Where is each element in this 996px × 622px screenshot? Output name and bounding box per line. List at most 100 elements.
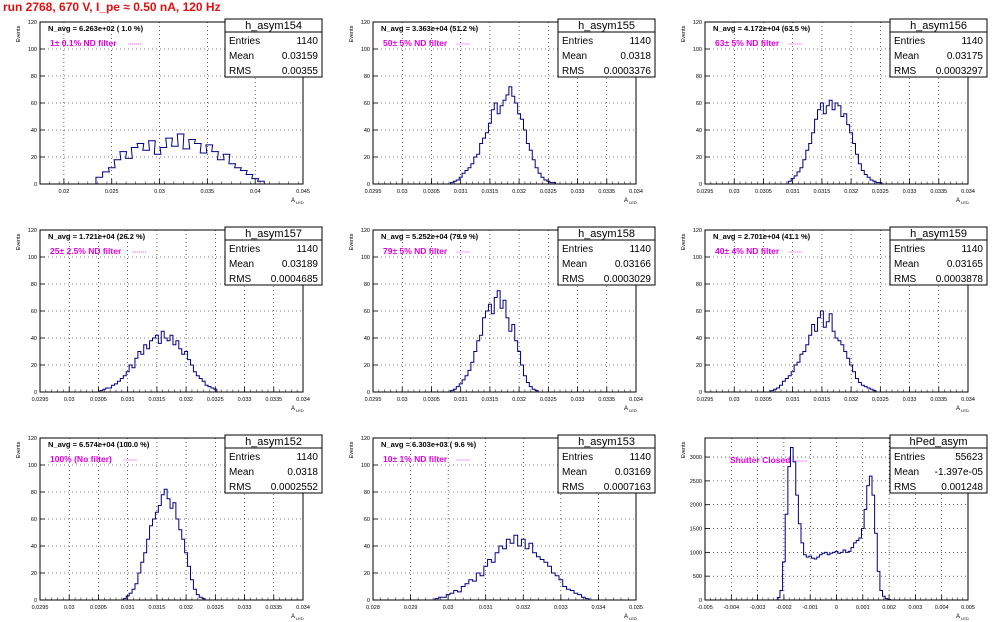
x-tick-label: 0.025 xyxy=(105,189,119,195)
x-tick-label: 0.0305 xyxy=(755,397,772,403)
x-tick-label: 0.031 xyxy=(786,397,800,403)
stat-value-entries: 1140 xyxy=(296,244,318,255)
x-tick-label: 0.033 xyxy=(554,605,568,611)
y-tick-label: 100 xyxy=(28,255,37,261)
x-tick-label: 0.032 xyxy=(512,397,526,403)
stat-value-mean: 0.03175 xyxy=(947,51,984,62)
navg-label: N_avg = 6.263e+02 ( 1.0 %) xyxy=(48,24,144,33)
x-tick-label: 0.001 xyxy=(856,605,870,611)
stat-label-entries: Entries xyxy=(229,452,260,463)
y-tick-label: 0 xyxy=(367,182,370,188)
y-tick-label: 20 xyxy=(31,571,37,577)
stat-label-mean: Mean xyxy=(894,467,919,478)
x-tick-label: 0.0315 xyxy=(813,397,830,403)
y-tick-label: 120 xyxy=(28,436,37,442)
x-tick-label: 0.0315 xyxy=(481,397,498,403)
y-tick-label: 500 xyxy=(693,574,702,580)
histogram-name: h_asym155 xyxy=(578,20,635,32)
stat-label-mean: Mean xyxy=(562,51,587,62)
y-axis-title: Events xyxy=(349,233,355,250)
stat-value-entries: 1140 xyxy=(961,36,983,47)
x-tick-label: 0.033 xyxy=(903,397,917,403)
stats-box: h_asym156 Entries 1140 Mean 0.03175 RMS 0.0003… xyxy=(889,18,988,78)
x-tick-label: -0.003 xyxy=(750,605,766,611)
stat-label-entries: Entries xyxy=(894,244,925,255)
x-tick-label: 0.033 xyxy=(903,189,917,195)
x-tick-label: 0.028 xyxy=(366,605,380,611)
y-tick-label: 80 xyxy=(31,74,37,80)
y-tick-label: 2000 xyxy=(690,503,702,509)
y-tick-label: 20 xyxy=(31,363,37,369)
navg-label: N_avg = 6.574e+04 (100.0 %) xyxy=(48,440,150,449)
navg-label: N_avg = 2.701e+04 (41.1 %) xyxy=(713,232,811,241)
x-tick-label: 0.004 xyxy=(935,605,949,611)
x-tick-label: 0.034 xyxy=(629,397,643,403)
stats-box: h_asym154 Entries 1140 Mean 0.03159 RMS 0.0035… xyxy=(224,18,323,78)
y-tick-label: 80 xyxy=(696,74,702,80)
stat-label-entries: Entries xyxy=(562,36,593,47)
stats-frame xyxy=(557,434,656,494)
histogram-name: h_asym152 xyxy=(245,436,302,448)
x-tick-label: 0.002 xyxy=(882,605,896,611)
y-tick-label: 0 xyxy=(699,182,702,188)
y-tick-label: 20 xyxy=(364,363,370,369)
x-tick-label: 0.03 xyxy=(397,189,408,195)
stat-label-rms: RMS xyxy=(229,66,252,77)
stats-box: h_asym159 Entries 1140 Mean 0.03165 RMS 0.0003… xyxy=(889,226,988,286)
stat-value-mean: 0.03166 xyxy=(615,259,652,270)
y-tick-label: 40 xyxy=(31,336,37,342)
stat-value-rms: 0.0003297 xyxy=(936,66,984,77)
y-tick-label: 80 xyxy=(364,282,370,288)
stat-label-rms: RMS xyxy=(562,482,585,493)
filter-note: 79± 5% ND filter xyxy=(383,246,448,256)
x-tick-label: 0.031 xyxy=(454,397,468,403)
panel-h_asym153: 0.028 0.029 0.03 0.031 0.032 0.033 0.034 0.035 0… xyxy=(349,434,656,621)
x-tick-label: 0.034 xyxy=(592,605,606,611)
x-tick-label: -0.004 xyxy=(723,605,739,611)
y-tick-label: 0 xyxy=(367,598,370,604)
stat-label-mean: Mean xyxy=(229,467,254,478)
histogram-name: h_asym156 xyxy=(910,20,967,32)
y-axis-title: Events xyxy=(16,25,22,42)
x-tick-label: -0.005 xyxy=(697,605,713,611)
stat-label-rms: RMS xyxy=(229,482,252,493)
page-title: run 2768, 670 V, I_pe ≈ 0.50 nA, 120 Hz xyxy=(3,0,221,14)
y-tick-label: 40 xyxy=(31,128,37,134)
stats-frame xyxy=(224,434,323,494)
histogram-series xyxy=(122,488,206,600)
stat-value-mean: 0.03189 xyxy=(282,259,319,270)
stat-value-mean: 0.03159 xyxy=(282,51,319,62)
x-tick-label: 0.034 xyxy=(629,189,643,195)
y-tick-label: 40 xyxy=(364,128,370,134)
y-tick-label: 100 xyxy=(28,463,37,469)
x-axis-title: ALED xyxy=(624,614,637,621)
y-tick-label: 120 xyxy=(28,228,37,234)
y-tick-label: 60 xyxy=(364,517,370,523)
x-tick-label: 0.034 xyxy=(296,605,310,611)
x-tick-label: 0.0295 xyxy=(697,397,714,403)
y-tick-label: 0 xyxy=(367,390,370,396)
stat-value-mean: -1.397e-05 xyxy=(935,467,984,478)
x-tick-label: 0.034 xyxy=(961,189,975,195)
y-tick-label: 40 xyxy=(696,128,702,134)
x-tick-label: 0.031 xyxy=(479,605,493,611)
x-tick-label: 0.0305 xyxy=(423,189,440,195)
x-tick-label: 0.03 xyxy=(154,189,165,195)
x-tick-label: 0.0335 xyxy=(598,397,615,403)
x-tick-label: 0.0295 xyxy=(697,189,714,195)
stat-label-rms: RMS xyxy=(894,482,917,493)
x-tick-label: 0.035 xyxy=(200,189,214,195)
x-axis-title: ALED xyxy=(956,198,969,205)
stat-label-rms: RMS xyxy=(229,274,252,285)
x-tick-label: 0.034 xyxy=(296,397,310,403)
y-tick-label: 120 xyxy=(361,436,370,442)
stat-label-rms: RMS xyxy=(562,66,585,77)
x-tick-label: 0.0325 xyxy=(207,397,224,403)
y-tick-label: 20 xyxy=(696,155,702,161)
y-axis-title: Events xyxy=(681,25,687,42)
y-tick-label: 60 xyxy=(31,309,37,315)
y-tick-label: 80 xyxy=(31,282,37,288)
x-tick-label: 0.03 xyxy=(443,605,454,611)
y-tick-label: 2500 xyxy=(690,479,702,485)
histogram-series xyxy=(434,534,590,600)
